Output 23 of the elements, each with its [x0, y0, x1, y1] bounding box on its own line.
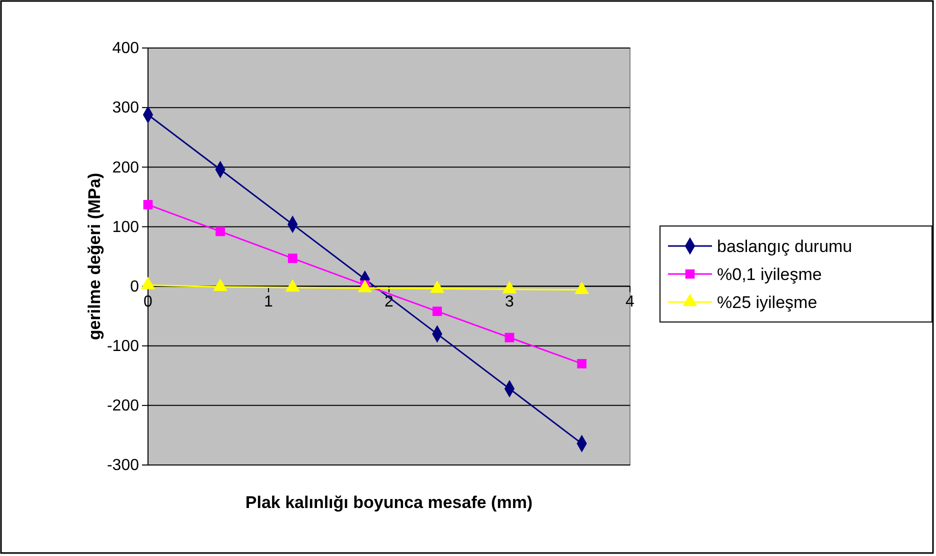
point [288, 254, 298, 263]
y-tick-label: -300 [106, 457, 140, 474]
point [574, 282, 589, 294]
y-tick-label: 400 [112, 40, 140, 58]
x-tick-label: 1 [264, 294, 274, 311]
point [143, 200, 153, 210]
y-tick-label: 200 [112, 159, 140, 176]
y-tick-label: 300 [112, 100, 140, 117]
y-tick-label: 0 [130, 278, 140, 296]
x-tick-label: 3 [505, 294, 514, 311]
x-tick-label: 4 [626, 294, 635, 311]
y-tick-label: 100 [112, 218, 140, 236]
x-axis-title: Plak kalınlığı boyunca mesafe (mm) [245, 493, 533, 512]
point [216, 226, 225, 236]
legend-label: %0,1 iyileşme [717, 265, 822, 284]
legend-label: baslangıç durumu [717, 237, 852, 256]
point [504, 332, 514, 342]
point [577, 359, 586, 368]
y-axis-title: gerilme değeri (MPa) [85, 172, 104, 340]
point [432, 306, 442, 316]
y-tick-label: -200 [106, 398, 140, 415]
legend-label: %25 iyileşme [717, 293, 818, 312]
y-tick-label: -100 [106, 338, 140, 355]
